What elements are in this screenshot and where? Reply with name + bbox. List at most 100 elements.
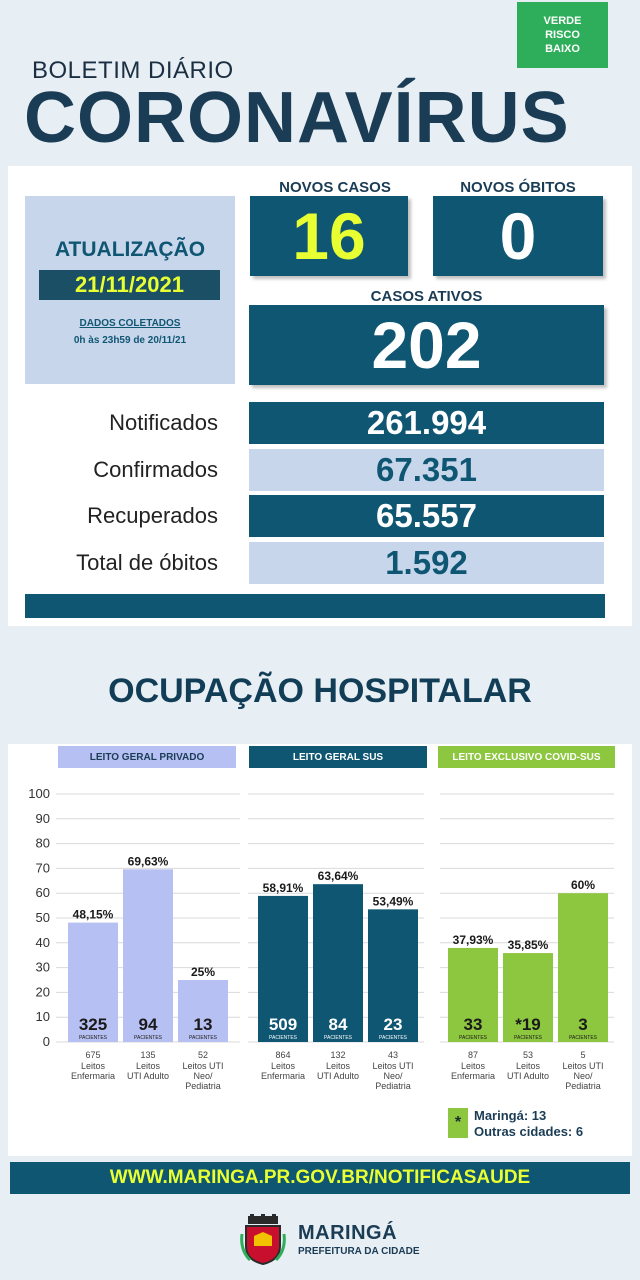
legend-other-cities: Outras cidades: 6 (474, 1124, 584, 1139)
y-tick-label: 50 (36, 910, 50, 925)
bar-percent-label: 63,64% (318, 869, 359, 883)
active-cases-label: CASOS ATIVOS (370, 288, 483, 305)
bar-bed-type-label: Enfermaria (71, 1071, 115, 1081)
bulletin-title: CORONAVÍRUS (24, 78, 570, 158)
bar-patients-caption: PACIENTES (324, 1035, 353, 1041)
recovered-label: Recuperados (87, 503, 218, 528)
bar-beds-count: 52 (198, 1050, 208, 1060)
y-tick-label: 90 (36, 811, 50, 826)
bar (258, 895, 308, 1042)
risk-level-badge: VERDE RISCO BAIXO (517, 2, 608, 68)
bar (503, 953, 553, 1042)
risk-badge-line: RISCO (545, 29, 580, 41)
new-cases-value: 16 (250, 196, 408, 276)
y-tick-label: 80 (36, 836, 50, 851)
notified-value: 261.994 (249, 402, 604, 444)
bar-percent-label: 35,85% (508, 938, 549, 952)
new-deaths-label: NOVOS ÓBITOS (460, 179, 576, 196)
bar-bed-type-label: Leitos UTI (562, 1061, 603, 1071)
bar-bed-type-label: Pediatria (565, 1081, 601, 1091)
bar (558, 893, 608, 1042)
total-deaths-value: 1.592 (249, 542, 604, 584)
bar-bed-type-label: Leitos (136, 1061, 161, 1071)
bar-bed-type-label: Enfermaria (451, 1071, 495, 1081)
bar-bed-type-label: Leitos (326, 1061, 351, 1071)
update-box: ATUALIZAÇÃO 21/11/2021 DADOS COLETADOS 0… (25, 196, 235, 384)
group-header-covid: LEITO EXCLUSIVO COVID-SUS (438, 746, 615, 768)
bar (68, 922, 118, 1042)
update-date: 21/11/2021 (39, 270, 220, 300)
recovered-value: 65.557 (249, 495, 604, 537)
bar-patients-count: 33 (464, 1015, 483, 1034)
bar-bed-type-label: Leitos (81, 1061, 106, 1071)
bar (178, 980, 228, 1042)
y-tick-label: 30 (36, 960, 50, 975)
bar-bed-type-label: Neo/ (383, 1071, 403, 1081)
group-header-private: LEITO GERAL PRIVADO (58, 746, 236, 768)
bar (368, 909, 418, 1042)
bar-beds-count: 87 (468, 1050, 478, 1060)
bar-bed-type-label: Neo/ (193, 1071, 213, 1081)
bar-beds-count: 5 (580, 1050, 585, 1060)
confirmed-value: 67.351 (249, 449, 604, 491)
bar (123, 869, 173, 1042)
bar-percent-label: 69,63% (128, 854, 169, 868)
bar-patients-caption: PACIENTES (514, 1035, 543, 1041)
y-tick-label: 100 (28, 786, 50, 801)
bar-patients-count: *19 (515, 1015, 541, 1034)
bar-bed-type-label: Neo/ (573, 1071, 593, 1081)
bar-beds-count: 864 (275, 1050, 290, 1060)
notification-url-link[interactable]: WWW.MARINGA.PR.GOV.BR/NOTIFICASAUDE (10, 1162, 630, 1194)
update-label: ATUALIZAÇÃO (54, 238, 206, 261)
bar-bed-type-label: Leitos (271, 1061, 296, 1071)
bar-patients-count: 13 (194, 1015, 213, 1034)
bar-patients-caption: PACIENTES (79, 1035, 108, 1041)
bar-patients-caption: PACIENTES (134, 1035, 163, 1041)
bar-patients-count: 325 (79, 1015, 107, 1034)
bar-patients-count: 94 (139, 1015, 158, 1034)
bar-bed-type-label: Enfermaria (261, 1071, 305, 1081)
bar-patients-caption: PACIENTES (459, 1035, 488, 1041)
new-cases-label: NOVOS CASOS (279, 179, 391, 196)
bar-patients-count: 509 (269, 1015, 297, 1034)
bar-beds-count: 135 (140, 1050, 155, 1060)
y-tick-label: 0 (43, 1034, 50, 1049)
y-tick-label: 20 (36, 984, 50, 999)
bar-patients-count: 23 (384, 1015, 403, 1034)
bar-bed-type-label: UTI Adulto (317, 1071, 359, 1081)
collected-label: DADOS COLETADOS (79, 318, 181, 329)
bar-beds-count: 675 (85, 1050, 100, 1060)
legend-maringa: Maringá: 13 (474, 1108, 547, 1123)
bar (313, 884, 363, 1042)
bar-patients-caption: PACIENTES (569, 1035, 598, 1041)
bar-beds-count: 43 (388, 1050, 398, 1060)
collected-range: 0h às 23h59 de 20/11/21 (73, 335, 187, 346)
bar-bed-type-label: Pediatria (375, 1081, 411, 1091)
risk-badge-line: VERDE (543, 15, 582, 27)
bar-bed-type-label: Leitos (461, 1061, 486, 1071)
bar-patients-count: 3 (578, 1015, 587, 1034)
bar-percent-label: 58,91% (263, 881, 304, 895)
bulletin-subtitle: BOLETIM DIÁRIO (32, 57, 234, 84)
bar-bed-type-label: Leitos UTI (372, 1061, 413, 1071)
total-deaths-label: Total de óbitos (76, 550, 218, 575)
confirmed-label: Confirmados (93, 457, 218, 482)
bar-beds-count: 132 (330, 1050, 345, 1060)
new-deaths-value: 0 (433, 196, 603, 276)
bar-percent-label: 37,93% (453, 933, 494, 947)
group-header-sus: LEITO GERAL SUS (249, 746, 427, 768)
bar-bed-type-label: Pediatria (185, 1081, 221, 1091)
hospital-occupancy-title: OCUPAÇÃO HOSPITALAR (108, 672, 532, 710)
y-tick-label: 10 (36, 1009, 50, 1024)
y-tick-label: 70 (36, 860, 50, 875)
bar-bed-type-label: Leitos (516, 1061, 541, 1071)
bar-patients-caption: PACIENTES (379, 1035, 408, 1041)
asterisk-icon: * (448, 1108, 468, 1138)
bar-patients-caption: PACIENTES (269, 1035, 298, 1041)
bar-bed-type-label: Leitos UTI (182, 1061, 223, 1071)
bar-beds-count: 53 (523, 1050, 533, 1060)
bar-bed-type-label: UTI Adulto (507, 1071, 549, 1081)
y-tick-label: 40 (36, 935, 50, 950)
city-hall-label: PREFEITURA DA CIDADE (298, 1246, 420, 1257)
bar-patients-count: 84 (329, 1015, 348, 1034)
